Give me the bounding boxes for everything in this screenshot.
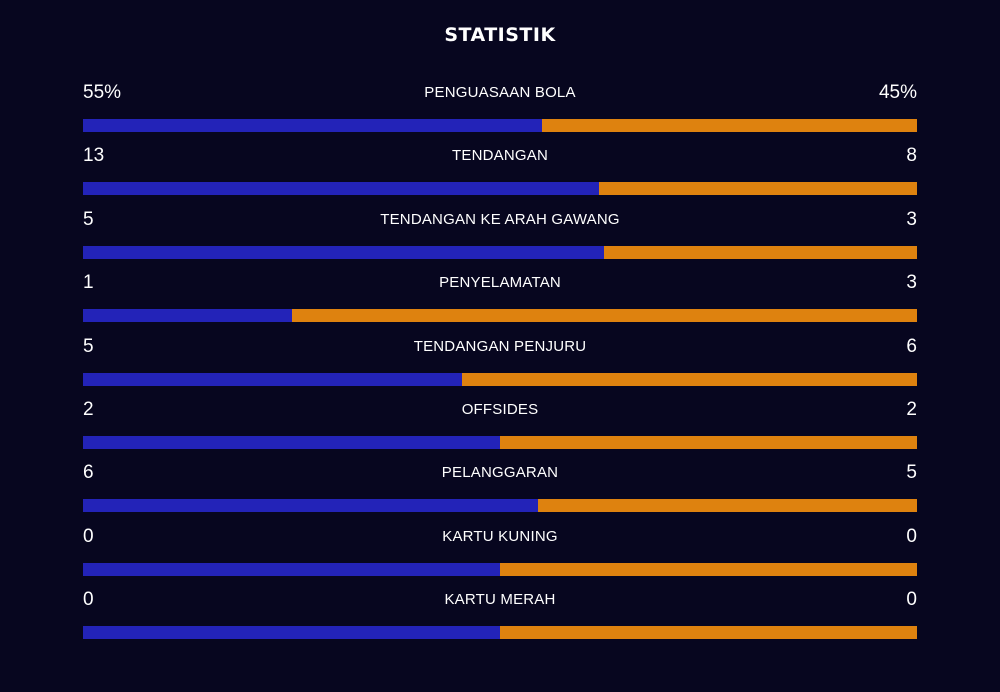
stat-values: 5 TENDANGAN PENJURU 6 [83, 334, 917, 360]
stat-row-tendangan-penjuru: 5 TENDANGAN PENJURU 6 [83, 334, 917, 397]
comparison-bar [83, 182, 917, 196]
away-value: 5 [906, 462, 917, 484]
comparison-bar [83, 372, 917, 386]
stat-values: 1 PENYELAMATAN 3 [83, 270, 917, 296]
stat-row-kartu-merah: 0 KARTU MERAH 0 [83, 587, 917, 650]
stat-label: TENDANGAN PENJURU [413, 337, 587, 355]
away-value: 8 [906, 145, 917, 167]
home-bar-segment [83, 435, 500, 449]
away-bar-segment [599, 182, 917, 196]
stat-row-penyelamatan: 1 PENYELAMATAN 3 [83, 270, 917, 333]
away-value: 45% [878, 82, 917, 103]
away-value: 6 [906, 335, 917, 357]
home-value: 5 [83, 335, 94, 357]
stat-values: 5 TENDANGAN KE ARAH GAWANG 3 [83, 207, 917, 233]
home-value: 13 [83, 145, 105, 167]
home-bar-segment [83, 182, 600, 196]
stat-label: PENGUASAAN BOLA [424, 84, 576, 101]
home-value: 2 [83, 398, 94, 420]
stat-row-kartu-kuning: 0 KARTU KUNING 0 [83, 524, 917, 587]
away-bar-segment [500, 626, 917, 640]
comparison-bar [83, 309, 917, 323]
stat-values: 2 OFFSIDES 2 [83, 397, 917, 423]
away-value: 0 [906, 589, 917, 611]
comparison-bar [83, 119, 917, 132]
home-bar-segment [83, 372, 463, 386]
comparison-bar [83, 245, 917, 259]
home-value: 5 [83, 208, 94, 230]
home-bar-segment [83, 626, 500, 640]
home-value: 55% [83, 82, 122, 103]
comparison-bar [83, 499, 917, 513]
away-bar-segment [541, 119, 917, 132]
away-value: 3 [906, 208, 917, 230]
stat-row-tendangan: 13 TENDANGAN 8 [83, 143, 917, 206]
away-bar-segment [291, 309, 917, 323]
stat-row-offsides: 2 OFFSIDES 2 [83, 397, 917, 460]
home-bar-segment [83, 562, 500, 576]
home-value: 0 [83, 525, 94, 547]
away-bar-segment [537, 499, 917, 513]
home-value: 6 [83, 462, 94, 484]
home-value: 0 [83, 589, 94, 611]
home-bar-segment [83, 119, 542, 132]
stat-label: KARTU KUNING [442, 527, 558, 545]
home-bar-segment [83, 499, 538, 513]
stat-values: 6 PELANGGARAN 5 [83, 460, 917, 486]
away-bar-segment [500, 435, 917, 449]
stat-label: PELANGGARAN [441, 464, 559, 482]
home-value: 1 [83, 272, 94, 294]
stat-values: 0 KARTU MERAH 0 [83, 587, 917, 613]
stat-row-penguasaan-bola: 55% PENGUASAAN BOLA 45% [83, 80, 917, 143]
stat-row-pelanggaran: 6 PELANGGARAN 5 [83, 460, 917, 523]
stat-values: 0 KARTU KUNING 0 [83, 524, 917, 550]
stat-row-tendangan-ke-arah-gawang: 5 TENDANGAN KE ARAH GAWANG 3 [83, 207, 917, 270]
stat-values: 13 TENDANGAN 8 [83, 143, 917, 169]
comparison-bar [83, 562, 917, 576]
away-bar-segment [500, 562, 917, 576]
stat-label: TENDANGAN [452, 147, 548, 165]
stat-label: PENYELAMATAN [439, 274, 561, 292]
comparison-bar [83, 626, 917, 640]
stats-list: 55% PENGUASAAN BOLA 45% 13 TENDANGAN 8 5 TENDAN… [83, 80, 917, 651]
comparison-bar [83, 435, 917, 449]
away-bar-segment [462, 372, 917, 386]
stat-label: TENDANGAN KE ARAH GAWANG [380, 210, 620, 228]
stat-label: KARTU MERAH [444, 591, 556, 609]
away-value: 0 [906, 525, 917, 547]
panel-title: STATISTIK [444, 24, 556, 46]
home-bar-segment [83, 309, 292, 323]
home-bar-segment [83, 245, 605, 259]
away-value: 2 [906, 398, 917, 420]
stat-values: 55% PENGUASAAN BOLA 45% [83, 80, 917, 106]
away-bar-segment [604, 245, 917, 259]
stat-label: OFFSIDES [461, 400, 539, 418]
away-value: 3 [906, 272, 917, 294]
